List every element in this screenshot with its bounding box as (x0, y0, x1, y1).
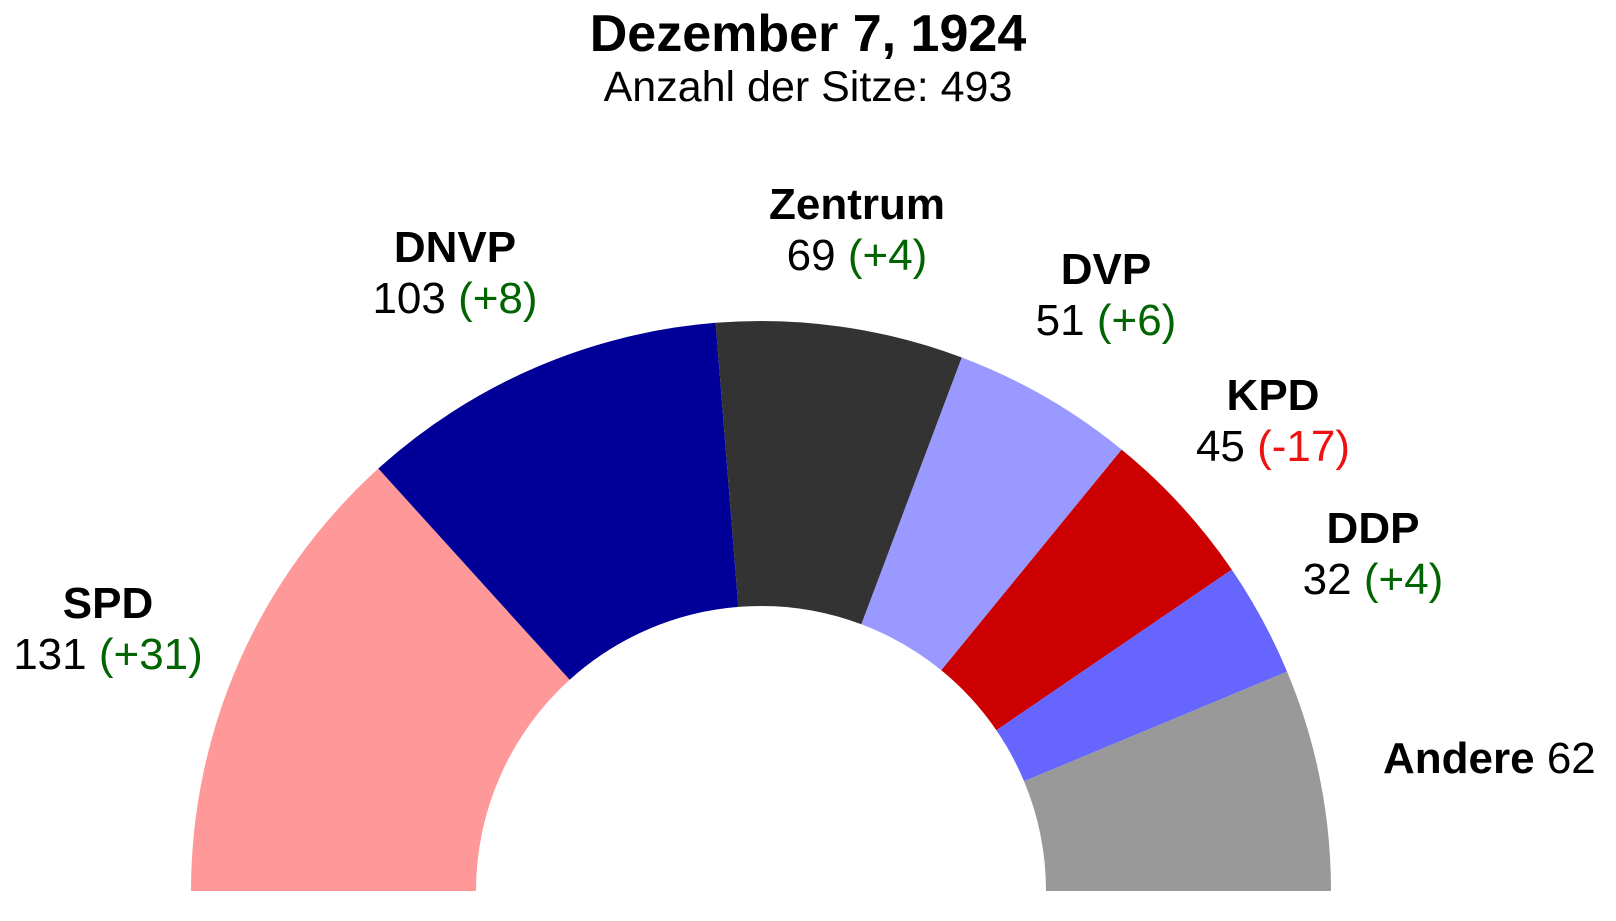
party-name-zentrum: Zentrum (769, 180, 945, 229)
seat-count: 62 (1535, 734, 1596, 783)
seat-value: 51 (1036, 296, 1085, 345)
seat-count-zentrum: 69 (+4) (787, 231, 928, 280)
chart-title: Dezember 7, 1924 (590, 5, 1027, 63)
seat-count-ddp: 32 (+4) (1303, 555, 1444, 604)
slice-zentrum (715, 321, 962, 625)
party-name-dnvp: DNVP (394, 223, 516, 272)
seat-change: (+4) (1352, 555, 1444, 604)
seat-value: 103 (372, 274, 445, 323)
seat-value: 131 (13, 630, 86, 679)
party-name-spd: SPD (63, 579, 153, 628)
slice-dvp (861, 357, 1122, 671)
party-name-dvp: DVP (1061, 245, 1151, 294)
slice-andere (1024, 671, 1331, 891)
party-name: Andere (1383, 734, 1535, 783)
seat-value: 69 (787, 231, 836, 280)
seat-change: (+4) (836, 231, 928, 280)
slice-kpd (941, 449, 1232, 731)
seat-count-dvp: 51 (+6) (1036, 296, 1177, 345)
seat-count-dnvp: 103 (+8) (372, 274, 537, 323)
slice-spd (191, 468, 570, 891)
seat-change: (+31) (87, 630, 203, 679)
seat-value: 32 (1303, 555, 1352, 604)
label-andere: Andere 62 (1383, 734, 1596, 783)
seat-slices (191, 321, 1331, 891)
seat-change: (+6) (1085, 296, 1177, 345)
party-name-kpd: KPD (1227, 371, 1320, 420)
seat-change: (+8) (446, 274, 538, 323)
seat-count-spd: 131 (+31) (13, 630, 203, 679)
slice-ddp (996, 569, 1288, 782)
chart-subtitle: Anzahl der Sitze: 493 (604, 63, 1013, 111)
seat-count-kpd: 45 (-17) (1196, 422, 1350, 471)
seat-value: 45 (1196, 422, 1245, 471)
party-name-ddp: DDP (1327, 504, 1420, 553)
slice-dnvp (378, 322, 739, 680)
seat-change: (-17) (1245, 422, 1350, 471)
